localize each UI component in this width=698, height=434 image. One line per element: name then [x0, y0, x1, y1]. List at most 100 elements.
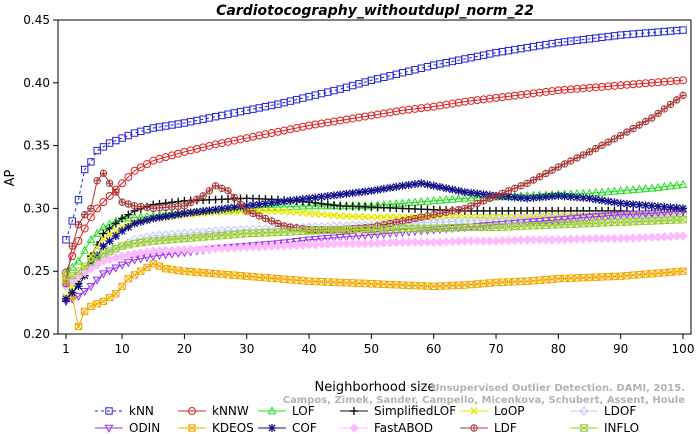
point-loop	[324, 211, 332, 219]
point-cof	[199, 207, 208, 216]
point-knnw	[510, 91, 519, 100]
point-inflo	[173, 235, 183, 243]
point-odin	[111, 264, 121, 273]
point-knnw	[479, 95, 488, 104]
point-loop	[355, 212, 363, 221]
legend-item-loop: LoOP	[460, 404, 525, 418]
point-lof	[447, 194, 457, 203]
x-tick-label: 1	[62, 342, 70, 356]
point-knnw	[130, 166, 139, 175]
point-knn	[80, 165, 89, 174]
legend-item-simplifiedlof: SimplifiedLOF	[340, 404, 456, 418]
point-cof	[467, 188, 476, 197]
point-kdeos	[124, 275, 133, 283]
x-tick-label: 30	[239, 342, 254, 356]
point-ldf	[193, 195, 201, 203]
point-ldf	[243, 207, 251, 215]
point-cof	[62, 294, 70, 303]
point-knnw	[604, 82, 613, 91]
point-kdeos	[548, 275, 556, 283]
legend-marker	[579, 424, 589, 432]
point-inflo	[123, 241, 133, 249]
point-ldf	[616, 131, 625, 140]
point-cof	[348, 189, 357, 198]
point-knnw	[292, 124, 301, 133]
point-knnw	[336, 116, 345, 125]
point-ldf	[211, 182, 220, 190]
point-ldf	[579, 151, 587, 159]
legend-marker	[105, 407, 113, 415]
point-ldf	[261, 214, 270, 223]
point-loop	[105, 231, 114, 239]
point-kdeos	[523, 277, 531, 285]
point-ldf	[168, 203, 176, 211]
point-cof	[560, 192, 569, 201]
point-kdeos	[486, 279, 494, 287]
point-ldf	[430, 211, 438, 219]
legend-marker	[470, 407, 478, 415]
point-knnw	[80, 224, 89, 233]
point-inflo	[80, 262, 90, 270]
point-knn	[130, 129, 139, 137]
legend-label: LoOP	[494, 404, 525, 418]
point-cof	[523, 194, 532, 203]
point-cof	[666, 203, 675, 212]
point-inflo	[186, 234, 196, 242]
y-tick-label: 0.40	[23, 76, 50, 90]
point-ldf	[504, 187, 513, 195]
point-knn	[74, 195, 83, 204]
point-knnw	[597, 82, 606, 91]
point-odin	[541, 217, 551, 226]
point-lof	[666, 181, 675, 190]
x-tick-label: 40	[301, 342, 316, 356]
point-inflo	[142, 238, 152, 246]
point-cof	[373, 185, 382, 194]
point-knn	[324, 88, 332, 96]
point-cof	[585, 194, 594, 203]
point-cof	[579, 193, 588, 202]
plot-frame	[57, 19, 692, 335]
point-knnw	[143, 160, 152, 169]
point-odin	[647, 210, 657, 219]
point-cof	[111, 232, 120, 241]
point-inflo	[211, 232, 220, 240]
point-cof	[149, 214, 158, 223]
point-odin	[560, 215, 570, 225]
point-cof	[68, 288, 77, 297]
point-simplifiedlof	[118, 214, 127, 223]
point-ldf	[423, 212, 432, 220]
point-loop	[479, 213, 488, 221]
point-inflo	[117, 242, 127, 250]
point-cof	[379, 184, 388, 193]
legend-item-knnw: kNNW	[178, 404, 249, 418]
point-kdeos	[99, 297, 108, 306]
point-cof	[529, 193, 538, 202]
point-odin	[472, 222, 482, 232]
point-lof	[622, 185, 632, 194]
point-odin	[373, 230, 383, 240]
point-knn	[311, 91, 319, 99]
point-odin	[292, 238, 302, 247]
point-loop	[99, 234, 108, 243]
point-cof	[155, 213, 164, 222]
point-ldf	[105, 179, 114, 187]
point-knn	[143, 125, 151, 134]
point-cof	[267, 198, 276, 207]
point-odin	[547, 216, 557, 226]
point-knnw	[386, 108, 395, 117]
x-tick-label: 10	[114, 342, 129, 356]
point-inflo	[98, 249, 108, 258]
point-knnw	[280, 126, 289, 135]
point-odin	[585, 213, 594, 223]
point-knnw	[242, 134, 251, 143]
point-odin	[591, 213, 601, 222]
series-kdeos	[62, 259, 687, 331]
point-cof	[423, 180, 432, 189]
point-inflo	[92, 253, 102, 262]
point-kdeos	[616, 272, 625, 280]
point-ldf	[74, 221, 83, 229]
point-cof	[460, 188, 469, 197]
point-kdeos	[87, 302, 95, 311]
point-ldf	[180, 202, 189, 210]
